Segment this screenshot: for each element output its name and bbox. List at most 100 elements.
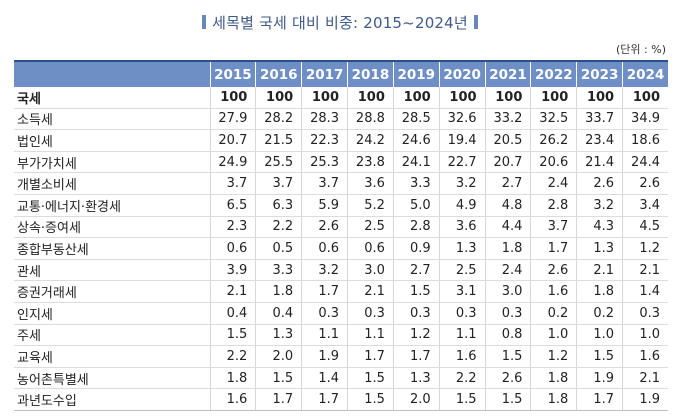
table-cell: 100 xyxy=(622,87,668,109)
table-row: 과년도수입 1.6 1.7 1.7 1.5 2.0 1.5 1.5 1.8 1.7 1.9 xyxy=(14,388,668,411)
table-cell: 3.3 xyxy=(255,259,302,282)
table-cell: 23.4 xyxy=(576,129,623,152)
table-cell: 100 xyxy=(530,87,577,109)
table-cell: 1.4 xyxy=(622,280,668,303)
table-cell: 4.9 xyxy=(438,194,486,217)
table-cell: 2.6 xyxy=(484,367,531,390)
table-cell: 6.3 xyxy=(255,194,302,217)
table-cell: 1.2 xyxy=(392,324,440,347)
table-cell: 2.8 xyxy=(392,216,440,239)
table-cell: 24.2 xyxy=(347,129,394,152)
table-cell: 2.0 xyxy=(392,388,440,411)
table-cell: 1.2 xyxy=(622,237,668,260)
unit-label: (단위 : %) xyxy=(616,43,666,56)
table-cell: 28.3 xyxy=(301,108,348,131)
table-cell: 1.5 xyxy=(255,367,302,390)
table-cell: 3.0 xyxy=(347,259,394,282)
table-cell: 1.0 xyxy=(576,324,623,347)
table-cell: 0.6 xyxy=(301,237,348,260)
header-year: 2021 xyxy=(484,61,531,87)
table-cell: 2.1 xyxy=(347,280,394,303)
table-row: 소득세 27.9 28.2 28.3 28.8 28.5 32.6 33.2 32.5 33.7 3… xyxy=(14,108,668,131)
table-cell: 21.5 xyxy=(255,129,302,152)
table-row: 농어촌특별세 1.8 1.5 1.4 1.5 1.3 2.2 2.6 1.8 1.9 2.1 xyxy=(14,367,668,390)
table-cell: 20.7 xyxy=(209,129,256,152)
header-year: 2015 xyxy=(209,61,256,87)
table-cell: 4.3 xyxy=(576,216,623,239)
table-cell: 25.3 xyxy=(301,151,348,174)
table-cell: 0.3 xyxy=(392,302,440,325)
header-year: 2017 xyxy=(301,61,348,87)
table-cell: 2.6 xyxy=(301,216,348,239)
table-cell: 100 xyxy=(438,87,486,109)
table-cell: 1.7 xyxy=(255,388,302,411)
table-cell: 1.3 xyxy=(255,324,302,347)
table-cell: 1.1 xyxy=(438,324,486,347)
row-label: 개별소비세 xyxy=(14,172,210,195)
table-cell: 3.6 xyxy=(438,216,486,239)
table-cell: 2.1 xyxy=(622,259,668,282)
row-label: 관세 xyxy=(14,259,210,282)
table-cell: 1.9 xyxy=(301,345,348,368)
table-cell: 24.6 xyxy=(392,129,440,152)
row-label: 교육세 xyxy=(14,345,210,368)
table-cell: 2.1 xyxy=(576,259,623,282)
table-cell: 0.9 xyxy=(392,237,440,260)
table-cell: 3.2 xyxy=(438,172,486,195)
table-cell: 1.7 xyxy=(301,388,348,411)
header-year: 2023 xyxy=(576,61,623,87)
table-cell: 2.5 xyxy=(347,216,394,239)
table-cell: 3.0 xyxy=(484,280,531,303)
header-year: 2019 xyxy=(392,61,440,87)
table-body: 국세 100 100 100 100 100 100 100 100 100 100 소득세 27.9 2… xyxy=(14,87,668,411)
table-cell: 2.6 xyxy=(622,172,668,195)
table-cell: 1.3 xyxy=(392,367,440,390)
table-cell: 19.4 xyxy=(438,129,486,152)
table-cell: 100 xyxy=(347,87,394,109)
table-cell: 1.6 xyxy=(622,345,668,368)
table-row: 상속·증여세 2.3 2.2 2.6 2.5 2.8 3.6 4.4 3.7 4.3 4.5 xyxy=(14,216,668,239)
table-cell: 2.2 xyxy=(255,216,302,239)
table-cell: 21.4 xyxy=(576,151,623,174)
table-cell: 1.3 xyxy=(438,237,486,260)
table-row: 부가가치세 24.9 25.5 25.3 23.8 24.1 22.7 20.7 20.6 21.… xyxy=(14,151,668,174)
title-bar-left xyxy=(202,15,207,29)
table-cell: 2.6 xyxy=(576,172,623,195)
table-cell: 2.0 xyxy=(255,345,302,368)
table-cell: 2.1 xyxy=(209,280,256,303)
table-cell: 1.1 xyxy=(347,324,394,347)
table-cell: 4.8 xyxy=(484,194,531,217)
table-cell: 1.9 xyxy=(622,388,668,411)
header-corner xyxy=(14,61,210,87)
table-cell: 1.8 xyxy=(530,367,577,390)
header-year: 2024 xyxy=(622,61,668,87)
table-row: 관세 3.9 3.3 3.2 3.0 2.7 2.5 2.4 2.6 2.1 2.1 xyxy=(14,259,668,282)
table-cell: 100 xyxy=(255,87,302,109)
table-cell: 1.8 xyxy=(209,367,256,390)
table-cell: 0.3 xyxy=(438,302,486,325)
header-year: 2020 xyxy=(438,61,486,87)
table-cell: 32.5 xyxy=(530,108,577,131)
table-row: 증권거래세 2.1 1.8 1.7 2.1 1.5 3.1 3.0 1.6 1.8 1.4 xyxy=(14,280,668,303)
table-cell: 28.8 xyxy=(347,108,394,131)
table-cell: 3.4 xyxy=(622,194,668,217)
row-label: 주세 xyxy=(14,324,210,347)
table-cell: 25.5 xyxy=(255,151,302,174)
table-cell: 0.2 xyxy=(576,302,623,325)
table-row: 인지세 0.4 0.4 0.3 0.3 0.3 0.3 0.3 0.2 0.2 0.3 xyxy=(14,302,668,325)
table-cell: 20.6 xyxy=(530,151,577,174)
table-cell: 1.3 xyxy=(576,237,623,260)
table-cell: 3.7 xyxy=(255,172,302,195)
table-cell: 0.3 xyxy=(484,302,531,325)
page-title: 세목별 국세 대비 비중: 2015~2024년 xyxy=(0,12,680,33)
header-year: 2022 xyxy=(530,61,577,87)
table-cell: 0.3 xyxy=(347,302,394,325)
table-cell: 3.7 xyxy=(530,216,577,239)
table-cell: 1.6 xyxy=(530,280,577,303)
table-cell: 5.0 xyxy=(392,194,440,217)
table-cell: 100 xyxy=(209,87,256,109)
table-cell: 23.8 xyxy=(347,151,394,174)
table-row: 주세 1.5 1.3 1.1 1.1 1.2 1.1 0.8 1.0 1.0 1.0 xyxy=(14,324,668,347)
table-cell: 22.3 xyxy=(301,129,348,152)
row-label: 소득세 xyxy=(14,108,210,131)
